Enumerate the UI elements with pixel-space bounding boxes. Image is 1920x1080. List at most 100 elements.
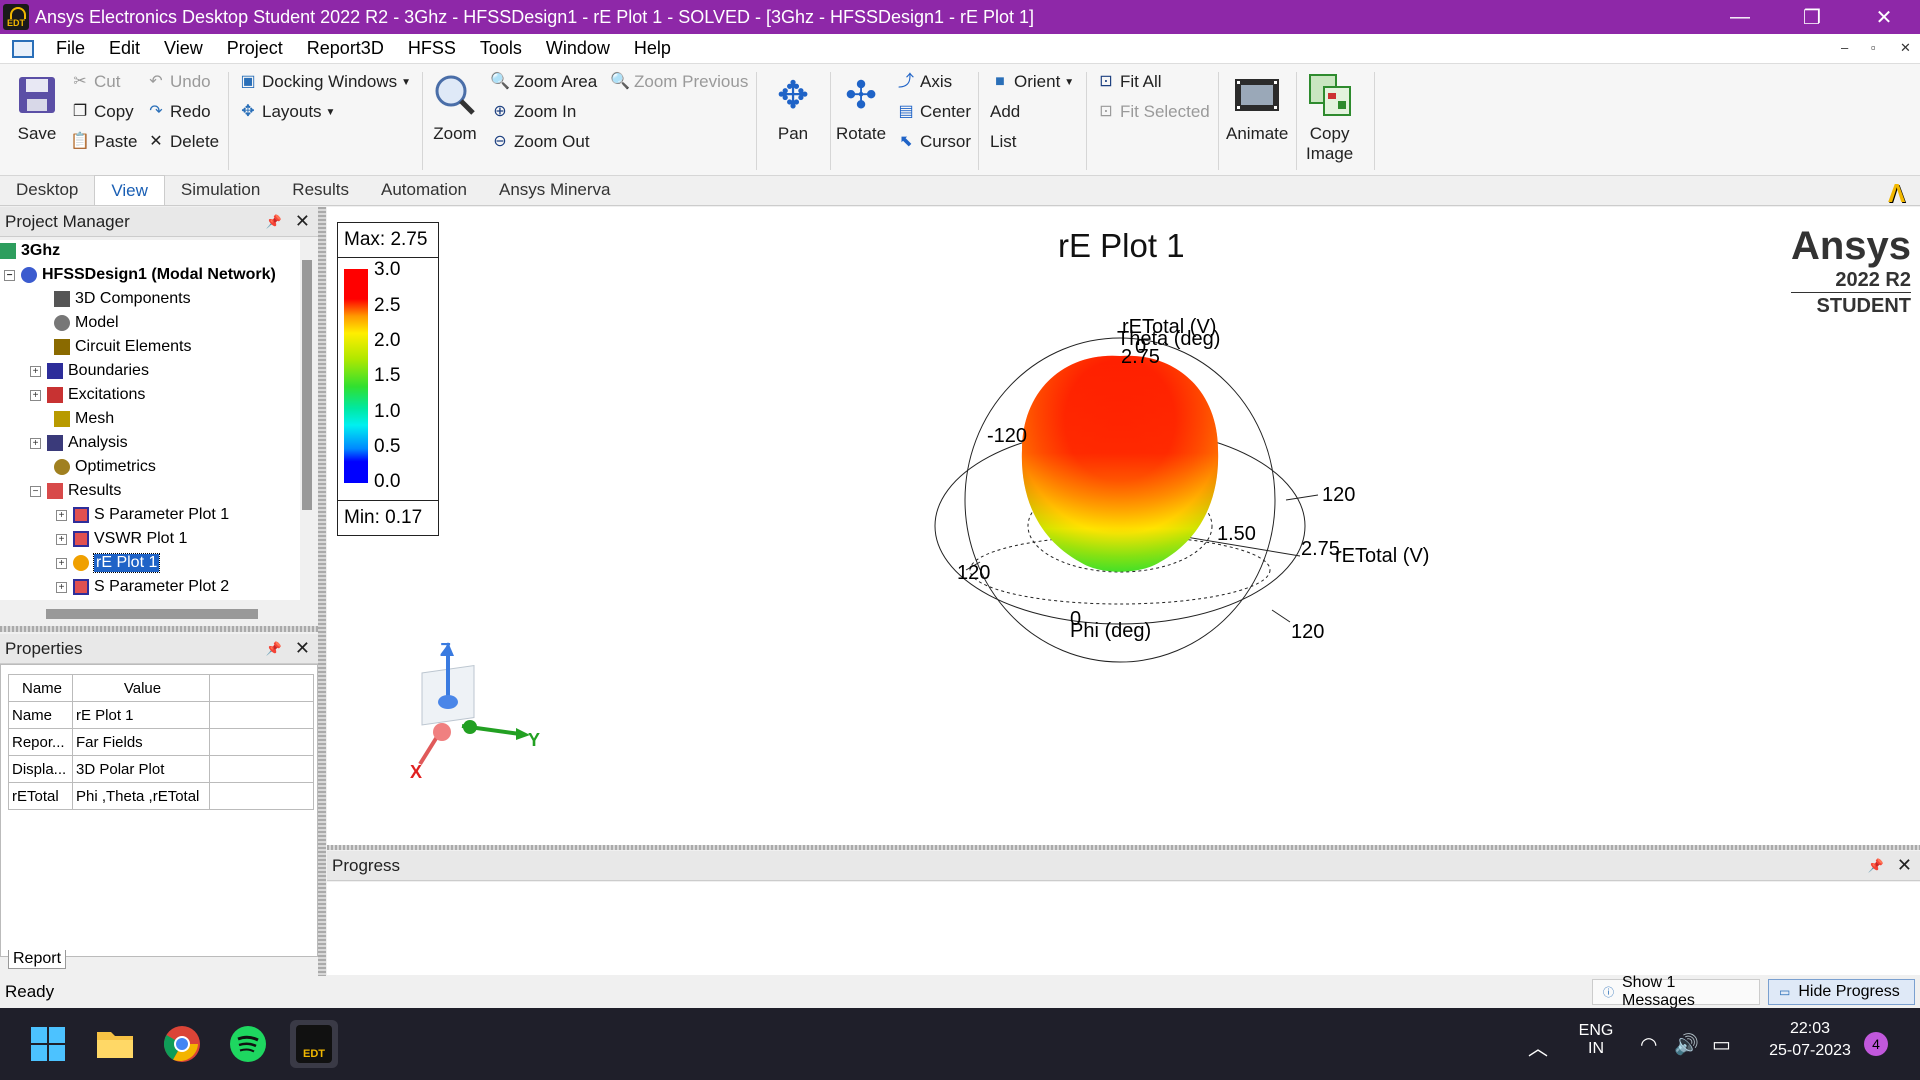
tree-node-re-plot-1[interactable]: + rE Plot 1 <box>56 552 161 574</box>
hide-progress-button[interactable]: ▭ Hide Progress <box>1768 979 1915 1005</box>
table-row[interactable]: Name rE Plot 1 <box>8 701 314 729</box>
pin-icon[interactable]: 📌 <box>265 640 282 656</box>
zoom-in-button[interactable]: ⊕ Zoom In <box>490 102 576 122</box>
tree-expander[interactable]: + <box>30 365 41 377</box>
speaker-icon[interactable]: 🔊 <box>1674 1034 1699 1056</box>
tree-expander[interactable]: + <box>56 509 67 521</box>
axis-button[interactable]: ⤴ Axis <box>896 72 952 92</box>
spotify-button[interactable] <box>224 1020 272 1068</box>
restore-button[interactable]: ❐ <box>1803 6 1821 29</box>
delete-button[interactable]: ✕ Delete <box>146 132 219 152</box>
tree-node-vswr-plot-1[interactable]: + VSWR Plot 1 <box>56 528 187 550</box>
chrome-button[interactable] <box>158 1020 206 1068</box>
zoom-area-button[interactable]: 🔍 Zoom Area <box>490 72 597 92</box>
tree-vertical-scrollbar[interactable] <box>302 260 312 510</box>
close-button[interactable]: ✕ <box>1875 6 1893 29</box>
minimize-button[interactable]: — <box>1730 5 1750 28</box>
wifi-icon[interactable]: ◠ <box>1640 1034 1658 1056</box>
tab-simulation[interactable]: Simulation <box>180 180 261 199</box>
table-row[interactable]: Displa... 3D Polar Plot <box>8 755 314 783</box>
pin-icon[interactable]: 📌 <box>265 213 282 229</box>
tab-automation[interactable]: Automation <box>380 180 467 199</box>
show-messages-button[interactable]: ⓘ Show 1 Messages <box>1592 974 1760 1009</box>
copy-image-button[interactable]: Copy Image <box>1306 72 1353 164</box>
tree-horizontal-scrollbar[interactable] <box>46 609 258 619</box>
tab-desktop[interactable]: Desktop <box>16 180 79 199</box>
mdi-minimize-button[interactable]: – <box>1841 40 1849 55</box>
menu-window[interactable]: Window <box>545 38 610 58</box>
language-indicator[interactable]: ENG IN <box>1576 1022 1616 1058</box>
tree-expander[interactable]: + <box>30 437 41 449</box>
horizontal-splitter[interactable] <box>0 626 318 632</box>
tree-node-optimetrics[interactable]: Optimetrics <box>54 456 156 478</box>
tree-node-results[interactable]: − Results <box>30 480 121 502</box>
mdi-close-button[interactable]: ✕ <box>1900 40 1911 55</box>
pin-icon[interactable]: 📌 <box>1867 857 1884 873</box>
cut-button[interactable]: ✂ Cut <box>70 72 120 92</box>
zoom-button[interactable]: Zoom <box>432 72 478 144</box>
menu-file[interactable]: File <box>56 38 86 58</box>
start-button[interactable] <box>24 1020 72 1068</box>
center-button[interactable]: ▤ Center <box>896 102 971 122</box>
copy-button[interactable]: ❐ Copy <box>70 102 134 122</box>
cursor-button[interactable]: ⬉ Cursor <box>896 132 971 152</box>
orient-button[interactable]: ■ Orient ▼ <box>990 72 1074 92</box>
paste-button[interactable]: 📋 Paste <box>70 132 137 152</box>
tree-node-excitations[interactable]: + Excitations <box>30 384 145 406</box>
close-icon[interactable]: ✕ <box>1896 855 1912 875</box>
zoom-out-button[interactable]: ⊖ Zoom Out <box>490 132 589 152</box>
tree-node-model[interactable]: Model <box>54 312 119 334</box>
tab-report[interactable]: Report <box>8 950 67 969</box>
progress-splitter[interactable] <box>327 845 1920 850</box>
chevron-up-icon[interactable]: ︿ <box>1528 1038 1548 1060</box>
tree-node-s-parameter-plot-2[interactable]: + S Parameter Plot 2 <box>56 576 229 598</box>
tree-expander[interactable]: − <box>30 485 41 497</box>
document-icon[interactable] <box>12 39 34 58</box>
menu-view[interactable]: View <box>164 38 203 58</box>
menu-project[interactable]: Project <box>226 38 283 58</box>
property-value[interactable]: rE Plot 1 <box>72 701 210 729</box>
menu-help[interactable]: Help <box>633 38 671 58</box>
close-icon[interactable]: ✕ <box>294 638 310 658</box>
battery-icon[interactable]: ▭ <box>1712 1034 1731 1056</box>
list-views-button[interactable]: List <box>990 132 1016 152</box>
tree-node-project[interactable]: 3Ghz <box>0 240 60 262</box>
close-icon[interactable]: ✕ <box>294 211 310 231</box>
tree-node-3d-components[interactable]: 3D Components <box>54 288 191 310</box>
table-row[interactable]: rETotal Phi ,Theta ,rETotal <box>8 782 314 810</box>
tree-node-circuit-elements[interactable]: Circuit Elements <box>54 336 191 358</box>
property-value[interactable]: 3D Polar Plot <box>72 755 210 783</box>
property-value[interactable]: Phi ,Theta ,rETotal <box>72 782 210 810</box>
tab-view[interactable]: View <box>94 175 165 205</box>
tree-expander[interactable]: + <box>56 557 67 569</box>
undo-button[interactable]: ↶ Undo <box>146 72 210 92</box>
table-row[interactable]: Repor... Far Fields <box>8 728 314 756</box>
ansys-edt-taskbar-button[interactable]: EDT <box>290 1020 338 1068</box>
fit-all-button[interactable]: ⊡ Fit All <box>1096 72 1161 92</box>
property-value[interactable]: Far Fields <box>72 728 210 756</box>
tree-expander[interactable]: − <box>4 269 15 281</box>
fit-selected-button[interactable]: ⊡ Fit Selected <box>1096 102 1209 122</box>
menu-report3d[interactable]: Report3D <box>306 38 384 58</box>
pan-button[interactable]: ✥ Pan <box>770 72 816 144</box>
file-explorer-button[interactable] <box>91 1020 139 1068</box>
zoom-previous-button[interactable]: 🔍 Zoom Previous <box>610 72 748 92</box>
rotate-button[interactable]: ✣ Rotate <box>836 72 886 144</box>
tree-node-analysis[interactable]: + Analysis <box>30 432 128 454</box>
docking-windows-button[interactable]: ▣ Docking Windows ▼ <box>238 72 411 92</box>
animate-button[interactable]: Animate <box>1226 72 1288 144</box>
vertical-splitter[interactable] <box>318 207 326 977</box>
menu-edit[interactable]: Edit <box>109 38 141 58</box>
tree-node-s-parameter-plot-1[interactable]: + S Parameter Plot 1 <box>56 504 229 526</box>
tree-expander[interactable]: + <box>56 581 67 593</box>
tab-ansys-minerva[interactable]: Ansys Minerva <box>498 180 611 199</box>
layouts-button[interactable]: ✥ Layouts ▼ <box>238 102 335 122</box>
tree-expander[interactable]: + <box>56 533 67 545</box>
tree-expander[interactable]: + <box>30 389 41 401</box>
redo-button[interactable]: ↷ Redo <box>146 102 210 122</box>
notification-badge[interactable]: 4 <box>1864 1032 1888 1056</box>
tree-node-mesh[interactable]: Mesh <box>54 408 114 430</box>
tab-results[interactable]: Results <box>292 180 349 199</box>
menu-tools[interactable]: Tools <box>479 38 522 58</box>
mdi-restore-button[interactable]: ▫ <box>1871 40 1876 55</box>
